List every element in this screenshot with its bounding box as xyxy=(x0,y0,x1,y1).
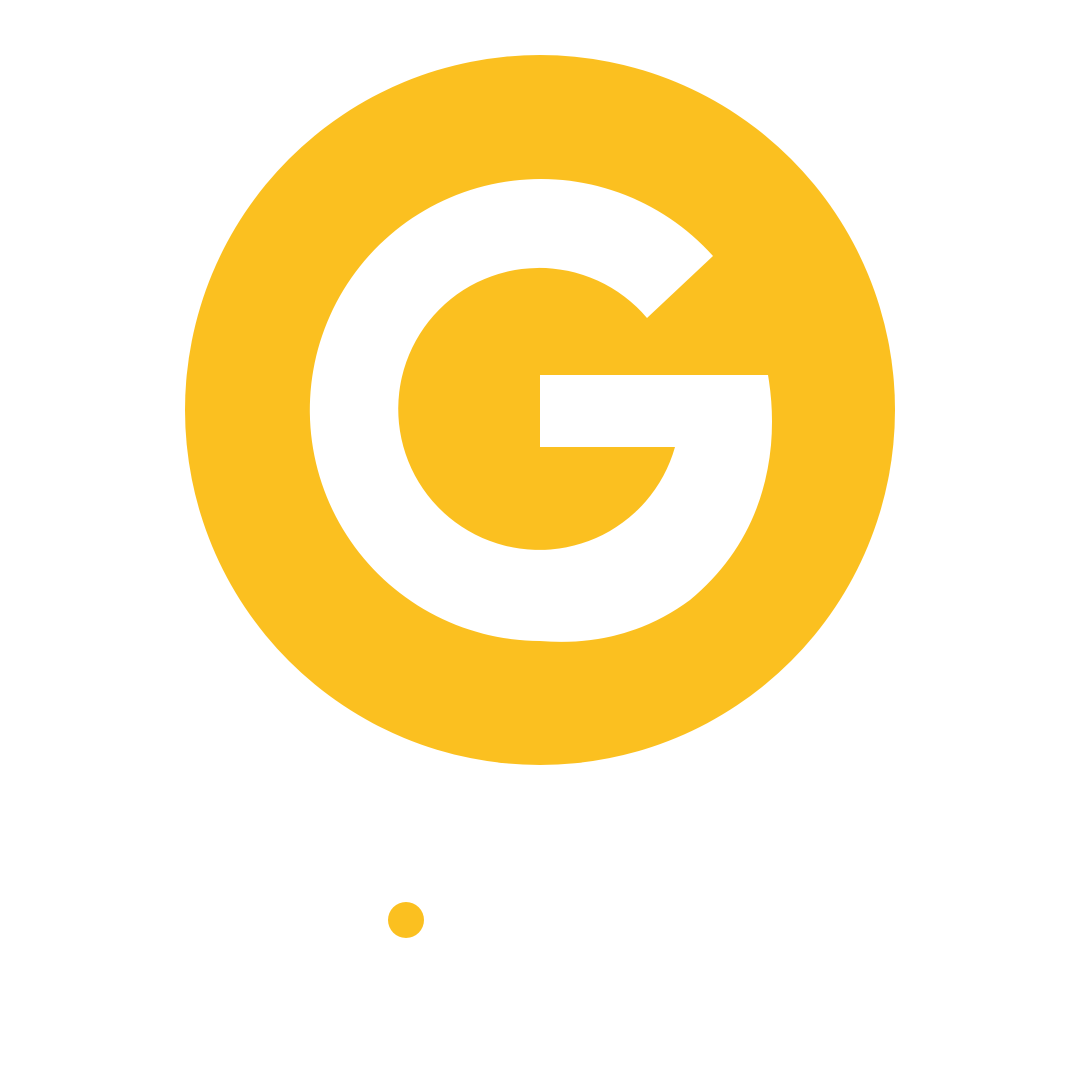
logo-g-glyph xyxy=(309,179,772,642)
g-logo-icon xyxy=(185,55,895,765)
dot-icon xyxy=(388,902,424,938)
